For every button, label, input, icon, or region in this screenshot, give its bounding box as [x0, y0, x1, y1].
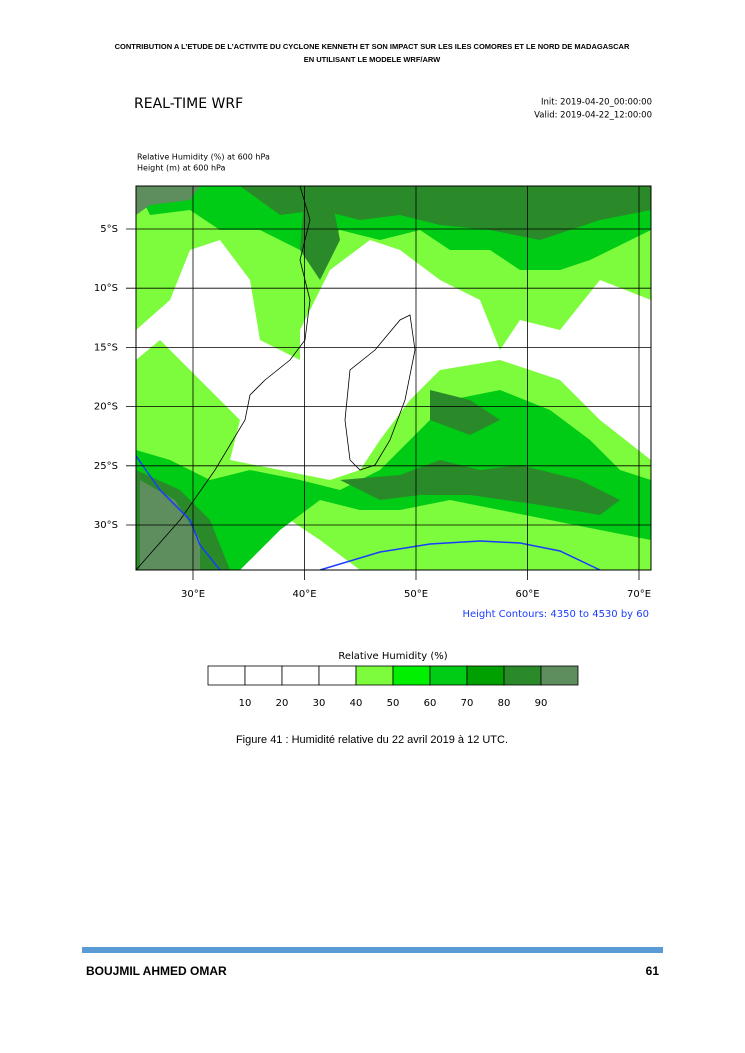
height-contour [136, 455, 221, 570]
colorbar-label: 40 [350, 698, 363, 709]
lat-label: 5°S [100, 224, 118, 235]
lat-label: 20°S [94, 402, 118, 413]
lat-label: 15°S [94, 342, 118, 353]
figure-title: REAL-TIME WRF [134, 96, 243, 112]
height-contour [319, 540, 601, 570]
lon-label: 30°E [181, 589, 205, 600]
colorbar-label: 90 [535, 698, 548, 709]
lat-label: 10°S [94, 283, 118, 294]
field-label: Relative Humidity (%) at 600 hPa [137, 153, 270, 162]
colorbar-swatch [355, 665, 394, 686]
field-label: Height (m) at 600 hPa [137, 164, 225, 173]
colorbar-swatch [281, 665, 320, 686]
humidity-area [136, 186, 200, 215]
valid-time: Valid: 2019-04-22_12:00:00 [534, 111, 652, 121]
colorbar-swatch [503, 665, 542, 686]
colorbar-label: 50 [387, 698, 400, 709]
humidity-area [430, 390, 500, 435]
contour-note: Height Contours: 4350 to 4530 by 60 [462, 609, 649, 620]
colorbar-swatch [207, 665, 246, 686]
lon-label: 50°E [404, 589, 428, 600]
footer-author: BOUJMIL AHMED OMAR [86, 964, 227, 978]
colorbar-swatch [244, 665, 283, 686]
coastline [136, 186, 311, 570]
header-line: CONTRIBUTION A L’ETUDE DE L’ACTIVITE DU … [115, 42, 630, 51]
lon-label: 60°E [515, 589, 539, 600]
colorbar-label: 80 [498, 698, 511, 709]
colorbar-label: 30 [313, 698, 326, 709]
colorbar-swatch [429, 665, 468, 686]
colorbar-label: 20 [276, 698, 289, 709]
colorbar-swatch [466, 665, 505, 686]
colorbar-title: Relative Humidity (%) [338, 651, 447, 662]
lat-label: 30°S [94, 520, 118, 531]
footer-bar [82, 947, 663, 953]
lat-label: 25°S [94, 461, 118, 472]
caption: Figure 41 : Humidité relative du 22 avri… [236, 734, 508, 746]
colorbar: 10 20 30 40 50 60 70 80 90 [207, 665, 579, 709]
colorbar-swatch [318, 665, 357, 686]
map-grid: 5°S 10°S 15°S 20°S 25°S 30°S 30°E 40°E 50°E 60°E 7… [94, 186, 651, 600]
lon-label: 70°E [627, 589, 651, 600]
colorbar-label: 70 [461, 698, 474, 709]
colorbar-label: 10 [239, 698, 252, 709]
humidity-area [340, 460, 620, 515]
header-line: EN UTILISANT LE MODELE WRF/ARW [304, 55, 441, 64]
colorbar-swatch [392, 665, 431, 686]
lon-label: 40°E [292, 589, 316, 600]
map-frame [135, 185, 652, 571]
colorbar-label: 60 [424, 698, 437, 709]
humidity-area [240, 186, 651, 240]
colorbar-swatch [540, 665, 579, 686]
init-time: Init: 2019-04-20_00:00:00 [541, 98, 652, 108]
page-number: 61 [646, 964, 660, 978]
map [136, 186, 651, 570]
humidity-area [300, 186, 340, 280]
